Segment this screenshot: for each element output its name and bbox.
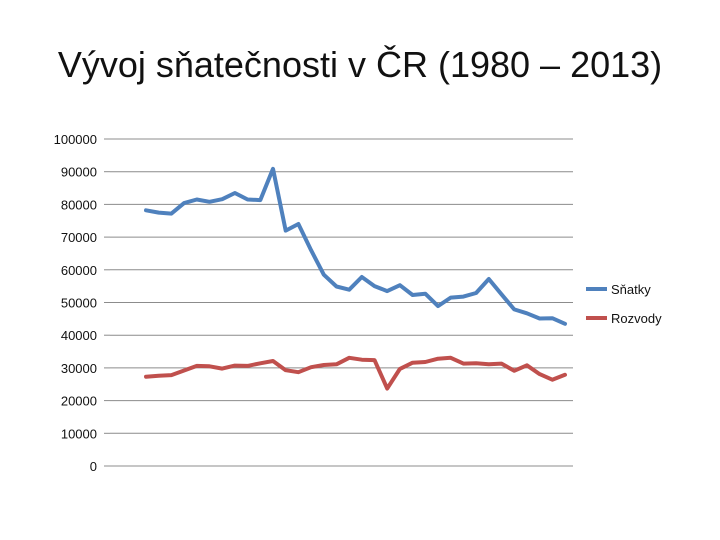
y-tick-label: 50000 (61, 296, 97, 311)
series-lines (144, 166, 567, 391)
y-tick-label: 0 (90, 459, 97, 474)
legend-label: Rozvody (611, 311, 662, 326)
y-tick-label: 100000 (54, 132, 97, 147)
y-axis-tick-labels: 0 10000 20000 30000 40000 50000 60000 70000 8000… (54, 132, 97, 474)
y-tick-label: 40000 (61, 328, 97, 343)
y-tick-label: 10000 (61, 426, 97, 441)
y-tick-label: 70000 (61, 230, 97, 245)
series-line-snatky (144, 166, 567, 326)
chart-title: Vývoj sňatečnosti v ČR (1980 – 2013) (57, 44, 663, 85)
y-tick-label: 60000 (61, 263, 97, 278)
gridlines (104, 138, 573, 467)
legend: Sňatky Rozvody (586, 282, 662, 326)
y-tick-label: 30000 (61, 361, 97, 376)
y-tick-label: 20000 (61, 394, 97, 409)
y-tick-label: 90000 (61, 165, 97, 180)
y-tick-label: 80000 (61, 197, 97, 212)
legend-label: Sňatky (611, 282, 651, 297)
series-line-rozvody (144, 355, 567, 391)
